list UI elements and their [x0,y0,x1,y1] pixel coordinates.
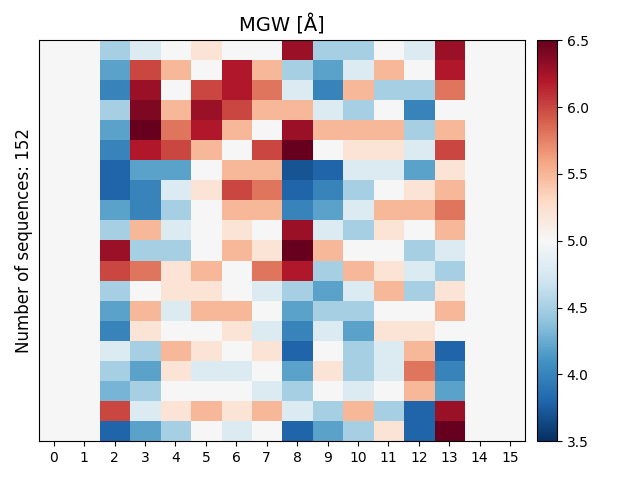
Title: MGW [Å]: MGW [Å] [239,15,324,36]
Y-axis label: Number of sequences: 152: Number of sequences: 152 [15,128,33,353]
